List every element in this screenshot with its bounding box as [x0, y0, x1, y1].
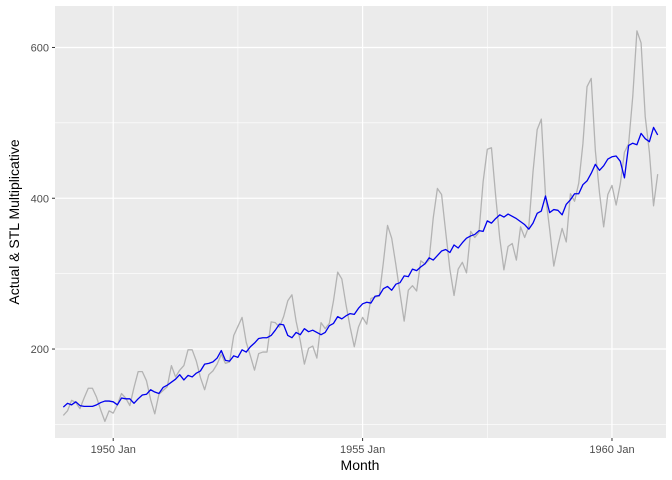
y-axis-title: Actual & STL Multiplicative — [6, 139, 22, 304]
x-axis: 1950 Jan 1955 Jan 1960 Jan — [91, 438, 635, 456]
y-tick-label: 200 — [31, 344, 49, 356]
plot-panel — [55, 6, 666, 438]
series-line-stl-multiplicative — [62, 126, 659, 408]
x-axis-title: Month — [341, 457, 380, 473]
major-gridlines — [55, 6, 666, 438]
y-axis: 200 400 600 — [31, 42, 55, 356]
x-tick-label: 1950 Jan — [91, 444, 136, 456]
y-tick-label: 400 — [31, 193, 49, 205]
y-tick-label: 600 — [31, 42, 49, 54]
x-tick-label: 1960 Jan — [589, 444, 634, 456]
series-line-actual — [62, 30, 659, 423]
x-tick-label: 1955 Jan — [340, 444, 385, 456]
series-layer — [62, 30, 659, 423]
